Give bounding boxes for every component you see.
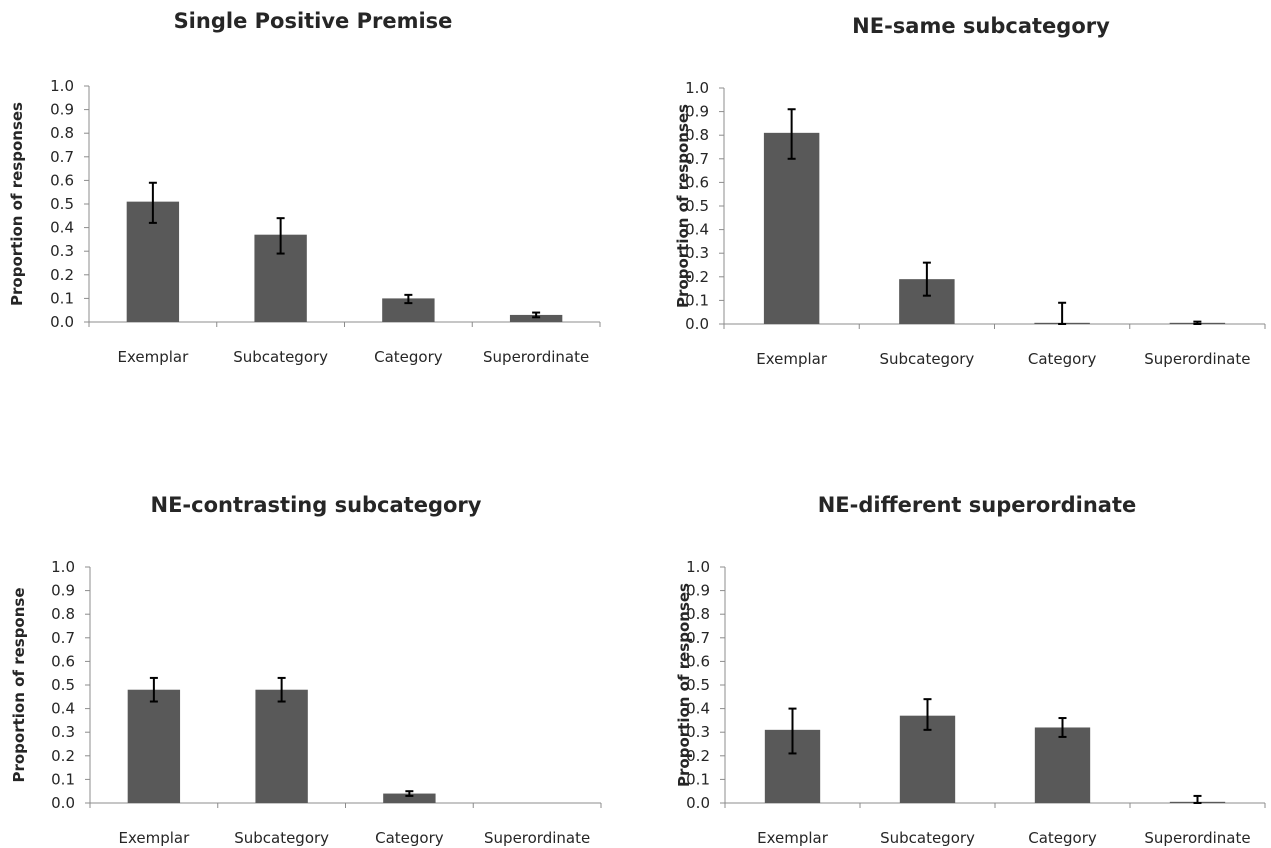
chart-title: NE-different superordinate — [818, 493, 1137, 517]
y-axis-label: Proportion of responses — [674, 104, 692, 308]
y-tick-label: 0.8 — [686, 605, 710, 623]
bar — [383, 793, 436, 803]
x-category-label: Exemplar — [117, 348, 189, 366]
y-tick-label: 0.2 — [685, 268, 709, 286]
chart-svg: NE-different superordinate Proportion of … — [675, 493, 1266, 847]
y-axis-label: Proportion of responses — [8, 102, 26, 306]
y-tick-label: 0.2 — [50, 266, 74, 284]
y-tick-label: 0.2 — [51, 747, 75, 765]
y-tick-label: 0.7 — [686, 629, 710, 647]
y-tick-label: 0.2 — [686, 747, 710, 765]
y-tick-label: 0.3 — [685, 244, 709, 262]
y-tick-label: 0.4 — [51, 700, 75, 718]
y-tick-label: 0.7 — [51, 629, 75, 647]
y-tick-label: 0.5 — [51, 676, 75, 694]
y-tick-label: 0.1 — [685, 291, 709, 309]
y-tick-label: 0.1 — [686, 770, 710, 788]
bar — [509, 314, 563, 322]
y-tick-label: 1.0 — [686, 558, 710, 576]
bar — [1034, 727, 1091, 803]
y-tick-label: 0.6 — [50, 171, 74, 189]
y-tick-label: 1.0 — [50, 77, 74, 95]
chart-title: NE-same subcategory — [852, 14, 1110, 38]
chart-title: NE-contrasting subcategory — [151, 493, 482, 517]
y-axis-label: Proportion of responses — [675, 583, 693, 787]
y-tick-label: 0.7 — [685, 150, 709, 168]
y-tick-label: 0.5 — [686, 676, 710, 694]
y-tick-label: 1.0 — [51, 558, 75, 576]
x-category-label: Category — [374, 348, 443, 366]
y-tick-label: 0.9 — [686, 582, 710, 600]
x-category-label: Superordinate — [483, 348, 589, 366]
chart-panel-ne-same-subcategory: NE-same subcategory Proportion of respons… — [636, 0, 1271, 424]
y-tick-label: 0.5 — [50, 195, 74, 213]
y-tick-label: 0.0 — [51, 794, 75, 812]
x-category-label: Exemplar — [757, 829, 829, 847]
chart-svg: NE-same subcategory Proportion of respons… — [674, 14, 1266, 368]
x-category-label: Subcategory — [233, 348, 328, 366]
y-tick-label: 0.9 — [685, 103, 709, 121]
y-tick-label: 0.1 — [51, 770, 75, 788]
y-tick-label: 0.6 — [685, 173, 709, 191]
y-tick-label: 0.6 — [51, 652, 75, 670]
x-category-label: Superordinate — [1144, 350, 1250, 368]
x-category-label: Exemplar — [118, 829, 190, 847]
chart-svg: NE-contrasting subcategory Proportion of … — [10, 493, 602, 847]
y-tick-label: 0.5 — [685, 197, 709, 215]
y-tick-label: 0.4 — [50, 219, 74, 237]
chart-panel-single-positive-premise: Single Positive Premise Proportion of res… — [0, 0, 635, 424]
y-tick-label: 0.0 — [686, 794, 710, 812]
bar — [382, 298, 435, 322]
y-tick-label: 0.8 — [51, 605, 75, 623]
chart-panel-ne-contrasting-subcategory: NE-contrasting subcategory Proportion of … — [0, 424, 635, 848]
y-tick-label: 0.4 — [685, 221, 709, 239]
x-category-label: Superordinate — [484, 829, 590, 847]
y-tick-label: 0.7 — [50, 148, 74, 166]
y-tick-label: 0.8 — [685, 126, 709, 144]
x-category-label: Category — [375, 829, 444, 847]
y-tick-label: 0.9 — [50, 101, 74, 119]
y-tick-label: 0.3 — [50, 242, 74, 260]
chart-title: Single Positive Premise — [174, 9, 453, 33]
x-category-label: Category — [1028, 829, 1097, 847]
bar — [763, 132, 820, 324]
chart-svg: Single Positive Premise Proportion of res… — [8, 9, 601, 366]
x-category-label: Subcategory — [879, 350, 974, 368]
y-tick-label: 0.0 — [50, 313, 74, 331]
x-category-label: Exemplar — [756, 350, 828, 368]
x-category-label: Subcategory — [234, 829, 329, 847]
y-tick-label: 0.3 — [686, 723, 710, 741]
y-tick-label: 0.0 — [685, 315, 709, 333]
y-tick-label: 0.9 — [51, 582, 75, 600]
y-axis-label: Proportion of response — [10, 587, 28, 782]
y-tick-label: 0.4 — [686, 700, 710, 718]
x-category-label: Category — [1028, 350, 1097, 368]
chart-panel-ne-different-superordinate: NE-different superordinate Proportion of … — [636, 424, 1271, 848]
y-tick-label: 0.8 — [50, 124, 74, 142]
y-tick-label: 0.3 — [51, 723, 75, 741]
y-tick-label: 0.6 — [686, 652, 710, 670]
bar — [255, 689, 308, 803]
x-category-label: Subcategory — [880, 829, 975, 847]
x-category-label: Superordinate — [1144, 829, 1250, 847]
y-tick-label: 0.1 — [50, 289, 74, 307]
bar — [127, 689, 181, 803]
y-tick-label: 1.0 — [685, 79, 709, 97]
